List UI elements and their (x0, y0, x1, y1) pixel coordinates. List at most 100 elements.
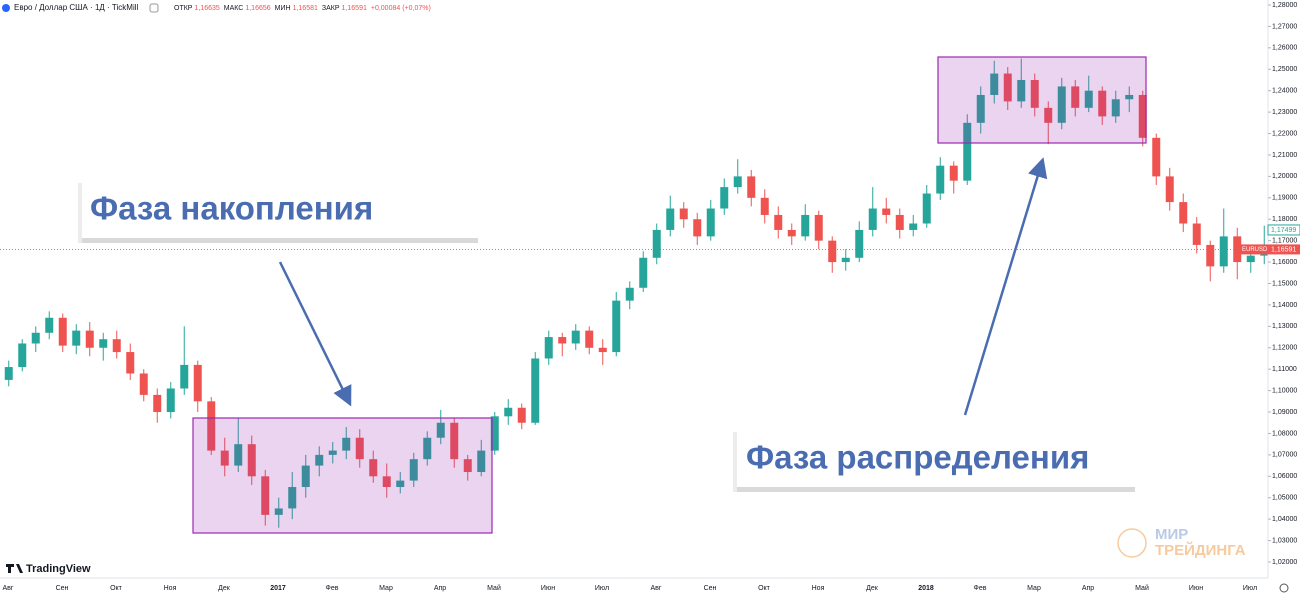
last-price-tag (1240, 244, 1300, 255)
arrow (278, 261, 352, 407)
ohlc-label: ОТКР (174, 5, 193, 12)
candle-body (396, 480, 405, 488)
ohlc-change: +0,00084 (+0,07%) (371, 5, 431, 12)
y-tick-label: 1,08000 (1272, 430, 1297, 437)
y-tick-label: 1,28000 (1272, 2, 1297, 9)
platform-name: TradingView (26, 563, 91, 575)
ask-price-tag (1267, 224, 1300, 236)
candle-body (261, 476, 270, 515)
candle-body (1138, 94, 1147, 138)
x-tick-label: Июн (1189, 585, 1203, 592)
y-tick-label: 1,13000 (1272, 323, 1297, 330)
candle-body (1246, 255, 1255, 263)
label-box (733, 432, 1135, 492)
candle-body (1030, 79, 1039, 108)
x-tick-label: Июн (541, 585, 555, 592)
y-tick-label: 1,02000 (1272, 559, 1297, 566)
candle-body (936, 165, 945, 194)
x-tick-label: 2017 (270, 585, 286, 592)
candle-body (855, 229, 864, 258)
x-tick-label: Сен (704, 585, 717, 592)
candle-body (180, 364, 189, 389)
y-tick-label: 1,19000 (1272, 195, 1297, 202)
candle-body (625, 287, 634, 301)
candle-body (477, 450, 486, 473)
y-tick-label: 1,25000 (1272, 66, 1297, 73)
candle-body (99, 339, 108, 348)
annotation: Фаза накопления (90, 190, 373, 227)
candle-body (531, 358, 540, 423)
candle-body (909, 223, 918, 230)
candle-body (423, 437, 432, 460)
candle-body (1044, 107, 1053, 123)
candle-body (220, 450, 229, 466)
y-tick-label: 1,24000 (1272, 88, 1297, 95)
candle-body (882, 208, 891, 215)
symbol-icon (2, 4, 10, 12)
y-tick-label: 1,20000 (1272, 173, 1297, 180)
y-tick-label: 1,26000 (1272, 45, 1297, 52)
header: Евро / Доллар США · 1Д · TickMill ОТКР 1,… (2, 3, 431, 13)
x-tick-label: Фев (974, 585, 987, 592)
candle-body (828, 240, 837, 263)
candle-body (85, 330, 94, 348)
y-tick-label: 1,03000 (1272, 537, 1297, 544)
y-tick-label: 1,18000 (1272, 216, 1297, 223)
candle-body (1017, 79, 1026, 102)
candle-body (1057, 86, 1066, 123)
candle-body (814, 214, 823, 241)
candle-body (288, 487, 297, 509)
candle-body (760, 197, 769, 215)
ohlc-value: 1,16591 (342, 5, 367, 12)
x-tick-label: Фев (326, 585, 339, 592)
candle-body (369, 459, 378, 477)
candle-body (139, 373, 148, 395)
symbol-title: Евро / Доллар США · 1Д · TickMill (14, 3, 139, 12)
candle-body (841, 257, 850, 263)
candle-body (301, 465, 310, 488)
candle-body (598, 347, 607, 353)
symbol-tag: EURUSD (1242, 247, 1268, 253)
ohlc-label: МАКС (224, 5, 244, 12)
candle-body (990, 73, 999, 95)
x-tick-label: Апр (434, 585, 446, 592)
x-tick-label: 2018 (918, 585, 934, 592)
settings-button[interactable] (1279, 583, 1289, 593)
candle-body (679, 208, 688, 220)
candle-body (639, 257, 648, 288)
tradingview-logo: TradingView (6, 563, 91, 575)
candle-body (207, 401, 216, 451)
ohlc-value: 1,16656 (245, 5, 270, 12)
x-tick-label: Ноя (812, 585, 825, 592)
candle-body (126, 352, 135, 374)
watermark-text: МИР (1155, 526, 1188, 543)
x-tick-label: Дек (218, 585, 231, 592)
candle-body (693, 219, 702, 237)
y-tick-label: 1,05000 (1272, 495, 1297, 502)
x-tick-label: Июл (595, 585, 609, 592)
candle-body (463, 459, 472, 473)
label-shadow (733, 432, 737, 492)
candle-body (1179, 202, 1188, 224)
ohlc-label: ЗАКР (322, 5, 340, 12)
candle-body (1098, 90, 1107, 117)
candle-body (747, 176, 756, 198)
candle-body (571, 330, 580, 344)
candle-body (517, 407, 526, 423)
candle-body (342, 437, 351, 451)
candle-body (247, 444, 256, 477)
candle-body (193, 364, 202, 402)
candle-body (801, 214, 810, 237)
candle-body (720, 187, 729, 209)
candle-body (72, 330, 81, 346)
y-tick-label: 1,14000 (1272, 302, 1297, 309)
ohlc-value: 1,16635 (194, 5, 219, 12)
x-tick-label: Май (487, 584, 501, 592)
candle-body (1125, 94, 1134, 100)
x-tick-label: Мар (379, 585, 393, 592)
indicator-icon (149, 3, 159, 13)
watermark-icon (1117, 528, 1147, 558)
candle-body (382, 476, 391, 488)
ohlc-value: 1,16581 (293, 5, 318, 12)
x-tick-label: Окт (758, 585, 771, 592)
